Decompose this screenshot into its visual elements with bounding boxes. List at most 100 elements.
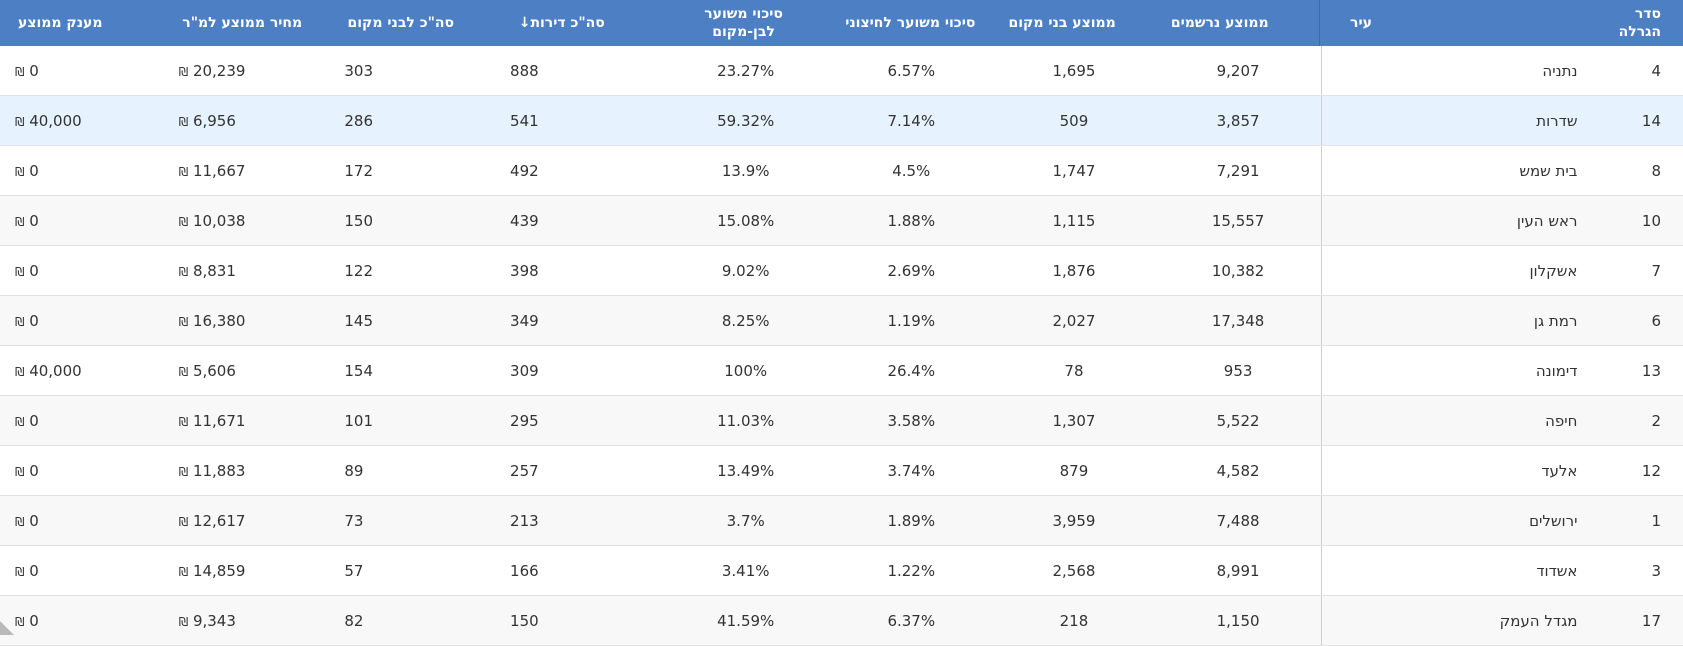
shekel-icon: ₪ (178, 364, 189, 379)
cell-avg-locals: 1,307 (1052, 411, 1096, 430)
table-row[interactable]: 2 חיפה 5,522 1,307 3.58% 11.03% 295 101 11,671 ₪… (0, 396, 1683, 446)
cell-avg-grant: 0 ₪ (15, 61, 39, 80)
cell-avg-grant: 0 ₪ (15, 461, 39, 480)
header-local-chance[interactable]: סיכוי משוער לבן-מקום (704, 6, 783, 40)
cell-total-apartments: 257 (510, 461, 539, 480)
cell-total-locals: 73 (344, 511, 364, 530)
cell-total-apartments: 439 (510, 211, 539, 230)
cell-order: 14 (1641, 111, 1661, 130)
table-row[interactable]: 17 מגדל העמק 1,150 218 6.37% 41.59% 150 82 9,343… (0, 596, 1683, 646)
cell-city: חיפה (1321, 396, 1602, 445)
cell-avg-price: 9,343 ₪ (178, 611, 236, 630)
shekel-icon: ₪ (178, 514, 189, 529)
shekel-icon: ₪ (15, 464, 25, 479)
header-avg-locals[interactable]: ממוצע בני מקום (1008, 15, 1116, 31)
cell-avg-price: 10,038 ₪ (178, 211, 246, 230)
cell-local-chance: 13.49% (717, 461, 775, 480)
cell-avg-price: 20,239 ₪ (178, 61, 246, 80)
cell-avg-registered: 7,291 (1216, 161, 1260, 180)
table-row[interactable]: 3 אשדוד 8,991 2,568 1.22% 3.41% 166 57 14,859 ₪ 0… (0, 546, 1683, 596)
header-city[interactable]: עיר (1319, 0, 1601, 46)
cell-avg-price: 12,617 ₪ (178, 511, 246, 530)
header-order[interactable]: סדר הגרלה (1618, 6, 1661, 40)
cell-avg-price: 11,671 ₪ (178, 411, 246, 430)
cell-local-chance: 13.9% (721, 161, 770, 180)
cell-outsider-chance: 2.69% (887, 261, 936, 280)
cell-avg-locals: 879 (1059, 461, 1089, 480)
cell-avg-price: 8,831 ₪ (178, 261, 236, 280)
cell-avg-locals: 1,695 (1052, 61, 1096, 80)
cell-avg-registered: 17,348 (1211, 311, 1265, 330)
cell-total-locals: 145 (344, 311, 374, 330)
shekel-icon: ₪ (15, 164, 25, 179)
cell-local-chance: 3.7% (726, 511, 765, 530)
cell-outsider-chance: 6.57% (887, 61, 936, 80)
cell-local-chance: 3.41% (721, 561, 770, 580)
table-row[interactable]: 10 ראש העין 15,557 1,115 1.88% 15.08% 439 150 10… (0, 196, 1683, 246)
header-avg-grant[interactable]: מענק ממוצע (18, 15, 103, 31)
cell-outsider-chance: 4.5% (892, 161, 931, 180)
cell-total-locals: 89 (344, 461, 364, 480)
cell-avg-grant: 0 ₪ (15, 161, 39, 180)
cell-avg-grant: 0 ₪ (15, 611, 39, 630)
cell-city: אשקלון (1321, 246, 1602, 295)
cell-avg-locals: 1,747 (1052, 161, 1096, 180)
table-row[interactable]: 6 רמת גן 17,348 2,027 1.19% 8.25% 349 145 16,380… (0, 296, 1683, 346)
header-avg-price[interactable]: מחיר ממוצע למ"ר (182, 15, 303, 31)
cell-outsider-chance: 1.89% (887, 511, 936, 530)
cell-total-apartments: 888 (510, 61, 539, 80)
cell-city: ירושלים (1321, 496, 1602, 545)
cell-order: 10 (1641, 211, 1661, 230)
shekel-icon: ₪ (15, 414, 25, 429)
cell-total-locals: 172 (344, 161, 374, 180)
cell-city: בית שמש (1321, 146, 1602, 195)
shekel-icon: ₪ (15, 64, 25, 79)
cell-order: 13 (1641, 361, 1661, 380)
table-header: סדר הגרלה עיר ממוצע נרשמים ממוצע בני מקו… (0, 0, 1683, 46)
shekel-icon: ₪ (178, 614, 189, 629)
shekel-icon: ₪ (178, 64, 189, 79)
cell-order: 2 (1651, 411, 1661, 430)
shekel-icon: ₪ (15, 314, 25, 329)
cell-total-apartments: 398 (510, 261, 539, 280)
cell-total-apartments: 150 (510, 611, 539, 630)
cell-avg-registered: 5,522 (1216, 411, 1260, 430)
cell-city: שדרות (1321, 96, 1602, 145)
cell-avg-locals: 2,027 (1052, 311, 1096, 330)
table-row[interactable]: 1 ירושלים 7,488 3,959 1.89% 3.7% 213 73 12,617 ₪… (0, 496, 1683, 546)
cell-avg-locals: 78 (1064, 361, 1084, 380)
table-row[interactable]: 4 נתניה 9,207 1,695 6.57% 23.27% 888 303 20,239 … (0, 46, 1683, 96)
table-row[interactable]: 14 שדרות 3,857 509 7.14% 59.32% 541 286 6,956 ₪ 4… (0, 96, 1683, 146)
header-total-locals[interactable]: סה"כ לבני מקום (347, 15, 455, 31)
shekel-icon: ₪ (15, 264, 25, 279)
scroll-resize-handle[interactable] (0, 621, 14, 635)
cell-avg-price: 11,667 ₪ (178, 161, 246, 180)
cell-avg-locals: 2,568 (1052, 561, 1096, 580)
cell-order: 17 (1641, 611, 1661, 630)
header-total-apartments[interactable]: סה"כ דירות ↓ (518, 15, 605, 31)
table-row[interactable]: 7 אשקלון 10,382 1,876 2.69% 9.02% 398 122 8,831 … (0, 246, 1683, 296)
table-row[interactable]: 8 בית שמש 7,291 1,747 4.5% 13.9% 492 172 11,667 … (0, 146, 1683, 196)
cell-total-apartments: 166 (510, 561, 539, 580)
arrow-down-icon[interactable]: ↓ (518, 15, 531, 31)
shekel-icon: ₪ (15, 114, 25, 129)
cell-avg-locals: 509 (1059, 111, 1089, 130)
table-row[interactable]: 13 דימונה 953 78 26.4% 100% 309 154 5,606 ₪ 40,00… (0, 346, 1683, 396)
cell-city: ראש העין (1321, 196, 1602, 245)
cell-local-chance: 100% (724, 361, 768, 380)
cell-outsider-chance: 1.19% (887, 311, 936, 330)
shekel-icon: ₪ (15, 514, 25, 529)
header-outsider-chance[interactable]: סיכוי משוער לחיצוני (845, 15, 976, 31)
cell-avg-locals: 3,959 (1052, 511, 1096, 530)
table-row[interactable]: 12 אלעד 4,582 879 3.74% 13.49% 257 89 11,883 ₪ 0 … (0, 446, 1683, 496)
cell-avg-grant: 0 ₪ (15, 311, 39, 330)
cell-avg-grant: 0 ₪ (15, 561, 39, 580)
cell-avg-registered: 3,857 (1216, 111, 1260, 130)
cell-city: מגדל העמק (1321, 596, 1602, 645)
cell-avg-locals: 218 (1059, 611, 1089, 630)
cell-avg-registered: 15,557 (1211, 211, 1265, 230)
cell-city: רמת גן (1321, 296, 1602, 345)
cell-order: 4 (1651, 61, 1661, 80)
header-avg-registered[interactable]: ממוצע נרשמים (1170, 15, 1269, 31)
